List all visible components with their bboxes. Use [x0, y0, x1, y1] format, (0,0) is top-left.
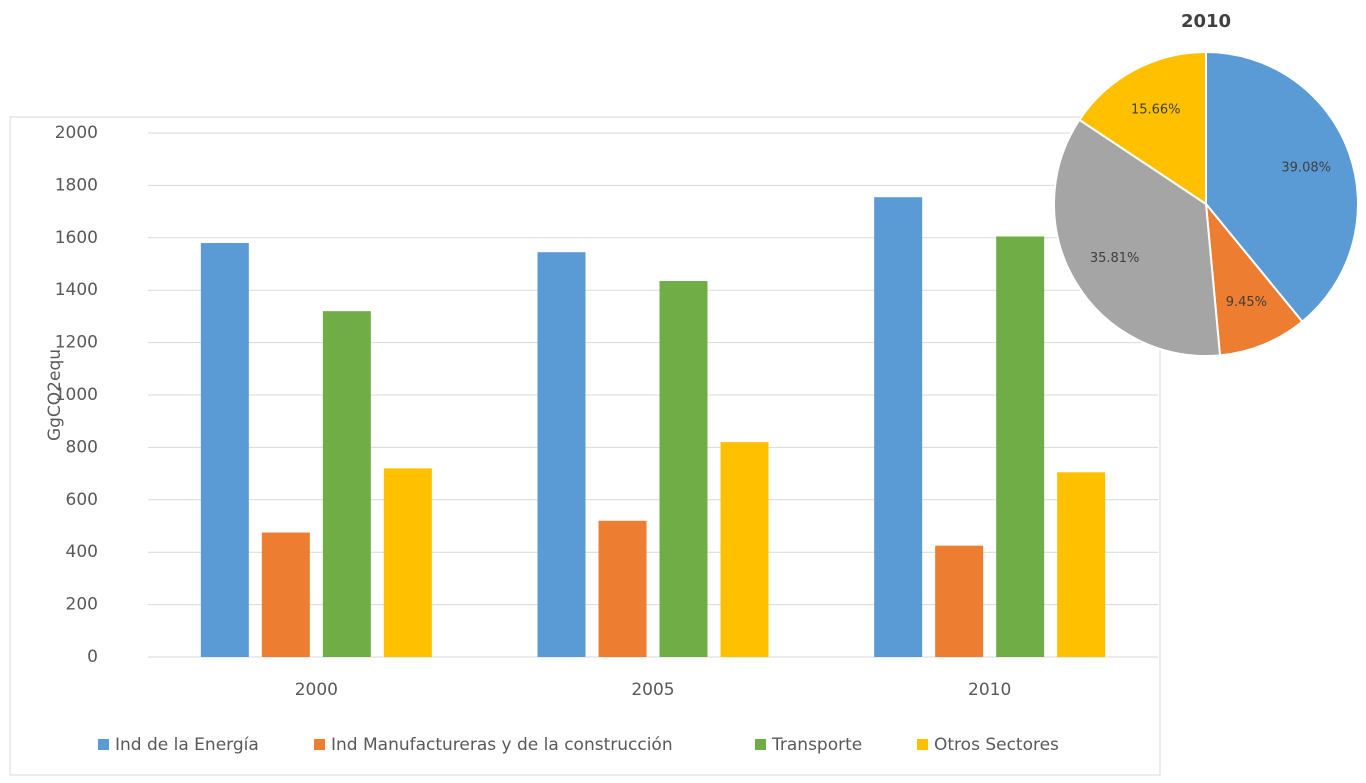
x-tick-label: 2010 [968, 680, 1011, 700]
x-tick-label: 2000 [295, 680, 338, 700]
y-axis-label: GgCO2equ [45, 349, 65, 441]
bar [200, 243, 249, 658]
legend-label: Ind Manufactureras y de la construcción [331, 735, 673, 755]
bar [537, 252, 586, 657]
legend-label: Otros Sectores [934, 735, 1059, 755]
pie-slice [1078, 50, 1207, 206]
bar [874, 197, 923, 657]
legend-swatch [314, 739, 325, 750]
pie-slice [1204, 200, 1304, 357]
pie-label: 15.66% [1131, 103, 1181, 118]
pie-label: 39.08% [1281, 161, 1331, 176]
bar [1057, 472, 1106, 657]
legend-label: Ind de la Energía [115, 735, 259, 755]
bar [383, 468, 432, 657]
x-tick-label: 2005 [631, 680, 674, 700]
pie-slice [1205, 50, 1359, 324]
y-tick-label: 400 [66, 542, 98, 562]
y-tick-label: 1000 [55, 385, 98, 405]
y-tick-label: 800 [66, 437, 98, 457]
y-tick-label: 1600 [55, 228, 98, 248]
bar [935, 545, 984, 657]
bar [598, 520, 647, 657]
legend-swatch [98, 739, 109, 750]
y-tick-label: 1800 [55, 175, 98, 195]
y-tick-label: 1400 [55, 280, 98, 300]
bar [996, 236, 1045, 658]
legend-swatch [755, 739, 766, 750]
bar [659, 281, 708, 657]
y-tick-label: 2000 [55, 123, 98, 143]
y-tick-label: 600 [66, 490, 98, 510]
y-tick-label: 1200 [55, 333, 98, 353]
bar [720, 442, 769, 657]
legend-label: Transporte [771, 735, 862, 755]
pie-slice [1053, 118, 1222, 357]
y-tick-label: 0 [87, 647, 98, 667]
pie-label: 35.81% [1090, 251, 1140, 266]
pie-label: 9.45% [1226, 295, 1267, 310]
pie-title: 2010 [1181, 11, 1231, 32]
legend-swatch [917, 739, 928, 750]
bar [261, 532, 310, 657]
bar [322, 311, 371, 657]
y-tick-label: 200 [66, 595, 98, 615]
